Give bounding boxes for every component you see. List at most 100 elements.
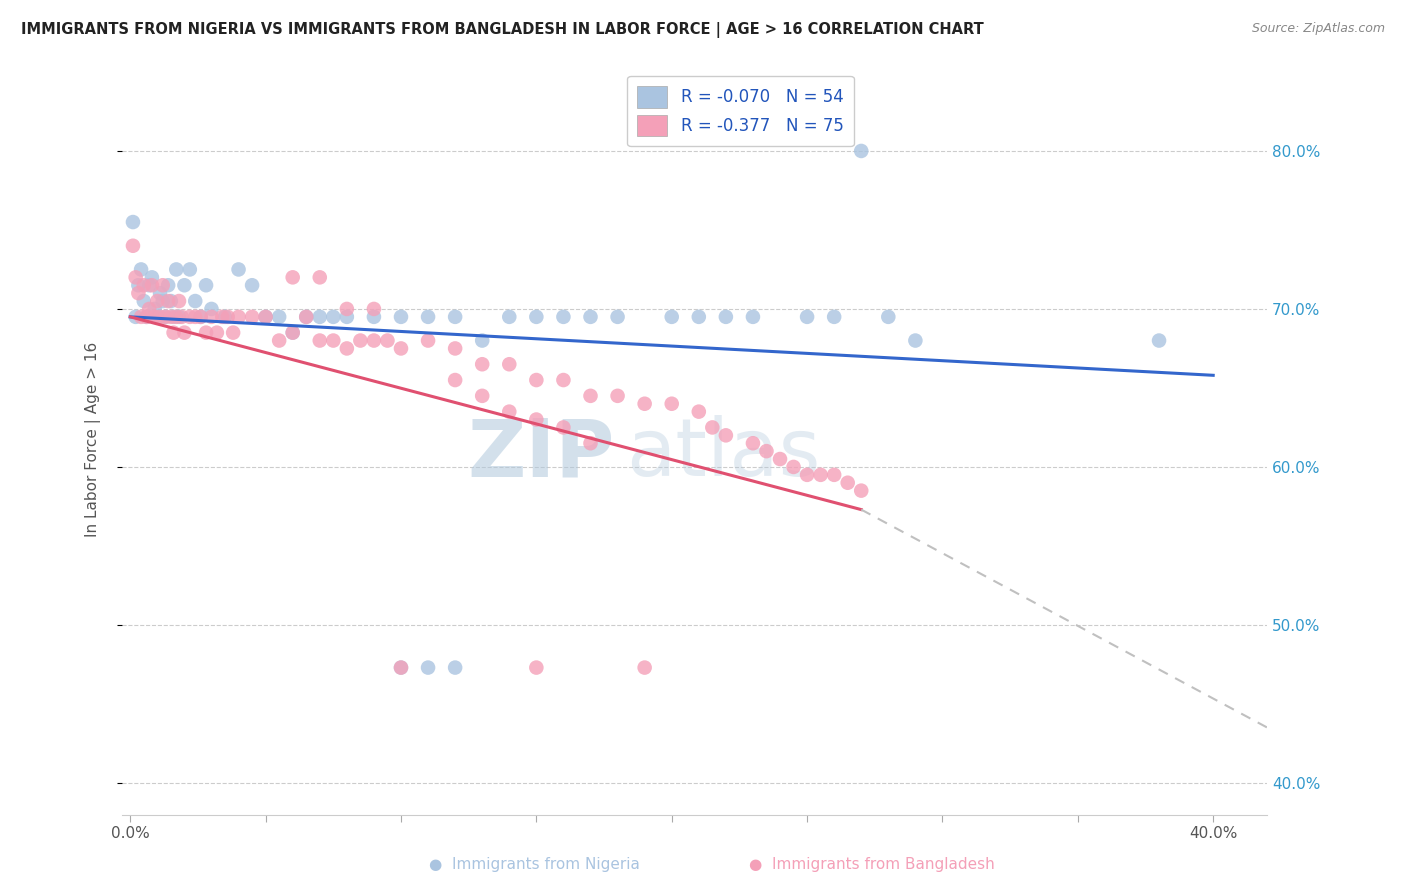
Point [173, 278, 195, 293]
Point [389, 342, 412, 356]
Point [155, 310, 177, 324]
Point [179, 310, 201, 324]
Point [877, 310, 900, 324]
Point [269, 310, 291, 324]
Point [837, 475, 859, 490]
Point [444, 373, 467, 387]
Point [702, 420, 724, 434]
Point [254, 310, 277, 324]
Point [173, 326, 195, 340]
Point [633, 397, 655, 411]
Point [851, 144, 873, 158]
Point [141, 278, 163, 293]
Point [269, 334, 291, 348]
Point [205, 326, 228, 340]
Point [222, 326, 245, 340]
Point [143, 301, 166, 316]
Point [160, 293, 183, 308]
Y-axis label: In Labor Force | Age > 16: In Labor Force | Age > 16 [86, 342, 101, 537]
Point [281, 270, 304, 285]
Point [132, 278, 155, 293]
Point [146, 293, 169, 308]
Point [228, 262, 250, 277]
Point [755, 444, 778, 458]
Point [322, 334, 344, 348]
Point [579, 310, 602, 324]
Point [579, 389, 602, 403]
Point [524, 310, 547, 324]
Point [295, 310, 318, 324]
Point [190, 310, 212, 324]
Point [138, 278, 160, 293]
Point [851, 483, 873, 498]
Point [553, 420, 575, 434]
Point [308, 270, 330, 285]
Point [135, 310, 157, 324]
Text: ●  Immigrants from Bangladesh: ● Immigrants from Bangladesh [749, 857, 994, 872]
Point [633, 660, 655, 674]
Point [160, 310, 183, 324]
Point [389, 310, 412, 324]
Point [769, 452, 792, 467]
Point [157, 293, 180, 308]
Point [157, 278, 180, 293]
Point [141, 270, 163, 285]
Point [122, 215, 145, 229]
Point [152, 293, 174, 308]
Point [167, 293, 190, 308]
Point [200, 310, 222, 324]
Point [149, 310, 172, 324]
Point [195, 326, 218, 340]
Text: atlas: atlas [626, 416, 820, 493]
Point [162, 326, 184, 340]
Point [524, 373, 547, 387]
Point [170, 310, 193, 324]
Point [122, 239, 145, 253]
Point [129, 310, 152, 324]
Point [127, 286, 149, 301]
Point [124, 310, 146, 324]
Point [162, 310, 184, 324]
Point [498, 310, 520, 324]
Point [363, 301, 385, 316]
Point [661, 397, 683, 411]
Point [363, 310, 385, 324]
Point [322, 310, 344, 324]
Text: ●  Immigrants from Nigeria: ● Immigrants from Nigeria [429, 857, 640, 872]
Point [308, 310, 330, 324]
Point [471, 357, 494, 371]
Point [416, 334, 439, 348]
Text: Source: ZipAtlas.com: Source: ZipAtlas.com [1251, 22, 1385, 36]
Point [149, 286, 172, 301]
Point [179, 262, 201, 277]
Point [195, 278, 218, 293]
Point [389, 660, 412, 674]
Point [796, 467, 818, 482]
Legend: R = -0.070   N = 54, R = -0.377   N = 75: R = -0.070 N = 54, R = -0.377 N = 75 [627, 76, 853, 146]
Point [444, 660, 467, 674]
Point [714, 428, 737, 442]
Point [127, 278, 149, 293]
Point [444, 342, 467, 356]
Point [217, 310, 239, 324]
Point [498, 404, 520, 418]
Point [336, 310, 359, 324]
Point [661, 310, 683, 324]
Point [742, 310, 765, 324]
Point [295, 310, 318, 324]
Point [471, 334, 494, 348]
Point [688, 310, 710, 324]
Text: IMMIGRANTS FROM NIGERIA VS IMMIGRANTS FROM BANGLADESH IN LABOR FORCE | AGE > 16 : IMMIGRANTS FROM NIGERIA VS IMMIGRANTS FR… [21, 22, 984, 38]
Point [606, 389, 628, 403]
Point [152, 278, 174, 293]
Point [211, 310, 233, 324]
Point [228, 310, 250, 324]
Point [688, 404, 710, 418]
Point [524, 660, 547, 674]
Point [138, 301, 160, 316]
Point [281, 326, 304, 340]
Point [240, 278, 263, 293]
Point [214, 310, 236, 324]
Point [389, 660, 412, 674]
Point [336, 301, 359, 316]
